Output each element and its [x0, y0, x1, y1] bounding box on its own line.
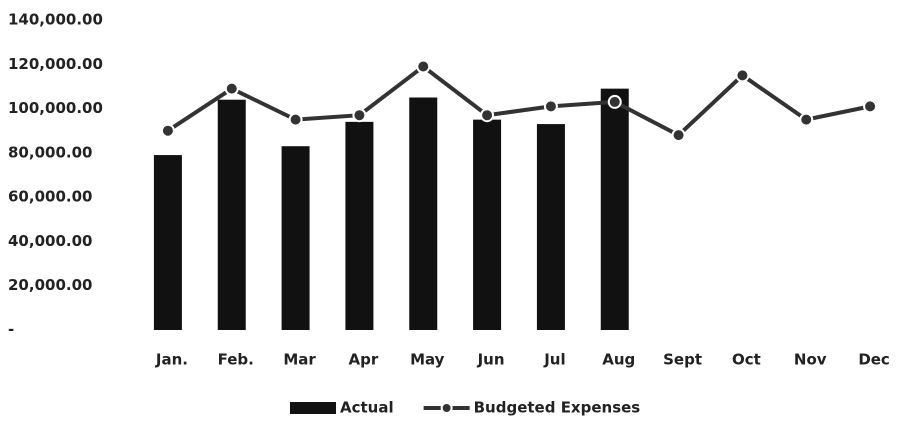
legend-label: Actual	[340, 399, 394, 417]
x-tick-label: Mar	[283, 351, 316, 369]
bar	[281, 146, 310, 330]
x-tick-label: Nov	[794, 351, 827, 369]
bar	[153, 155, 182, 330]
line-marker	[735, 68, 750, 83]
line-marker	[863, 99, 878, 114]
y-tick-label: 60,000.00	[8, 188, 92, 206]
line-marker	[352, 108, 367, 123]
legend-label: Budgeted Expenses	[474, 399, 641, 417]
line-marker	[671, 128, 686, 143]
x-tick-label: May	[410, 351, 445, 369]
x-tick-label: Dec	[858, 351, 890, 369]
bar	[345, 121, 374, 330]
x-tick-label: Aug	[602, 351, 635, 369]
line-marker	[288, 112, 303, 127]
y-tick-label: 140,000.00	[8, 11, 103, 29]
x-tick-label: Jan.	[155, 351, 188, 369]
line-marker	[799, 112, 814, 127]
bar	[600, 88, 629, 331]
y-tick-label: 120,000.00	[8, 55, 103, 73]
x-tick-label: Sept	[663, 351, 702, 369]
y-tick-label: 20,000.00	[8, 276, 92, 294]
line-marker	[543, 99, 558, 114]
line-marker	[416, 59, 431, 74]
bar	[217, 99, 246, 330]
x-tick-label: Jul	[543, 351, 565, 369]
x-tick-label: Oct	[732, 351, 761, 369]
y-tick-label: -	[8, 321, 14, 339]
y-tick-label: 40,000.00	[8, 232, 92, 250]
bar	[473, 119, 502, 331]
line-marker	[607, 94, 622, 109]
legend-swatch	[290, 402, 336, 414]
y-tick-label: 100,000.00	[8, 99, 103, 117]
y-tick-label: 80,000.00	[8, 143, 92, 161]
legend-marker	[440, 402, 453, 414]
x-tick-label: Apr	[349, 351, 379, 369]
line-marker	[480, 108, 495, 123]
bar	[536, 124, 565, 330]
bar	[409, 97, 438, 330]
x-tick-label: Jun	[477, 351, 505, 369]
line	[166, 63, 871, 138]
line-marker	[224, 81, 239, 96]
x-tick-label: Feb.	[218, 351, 254, 369]
line-marker	[160, 123, 175, 138]
